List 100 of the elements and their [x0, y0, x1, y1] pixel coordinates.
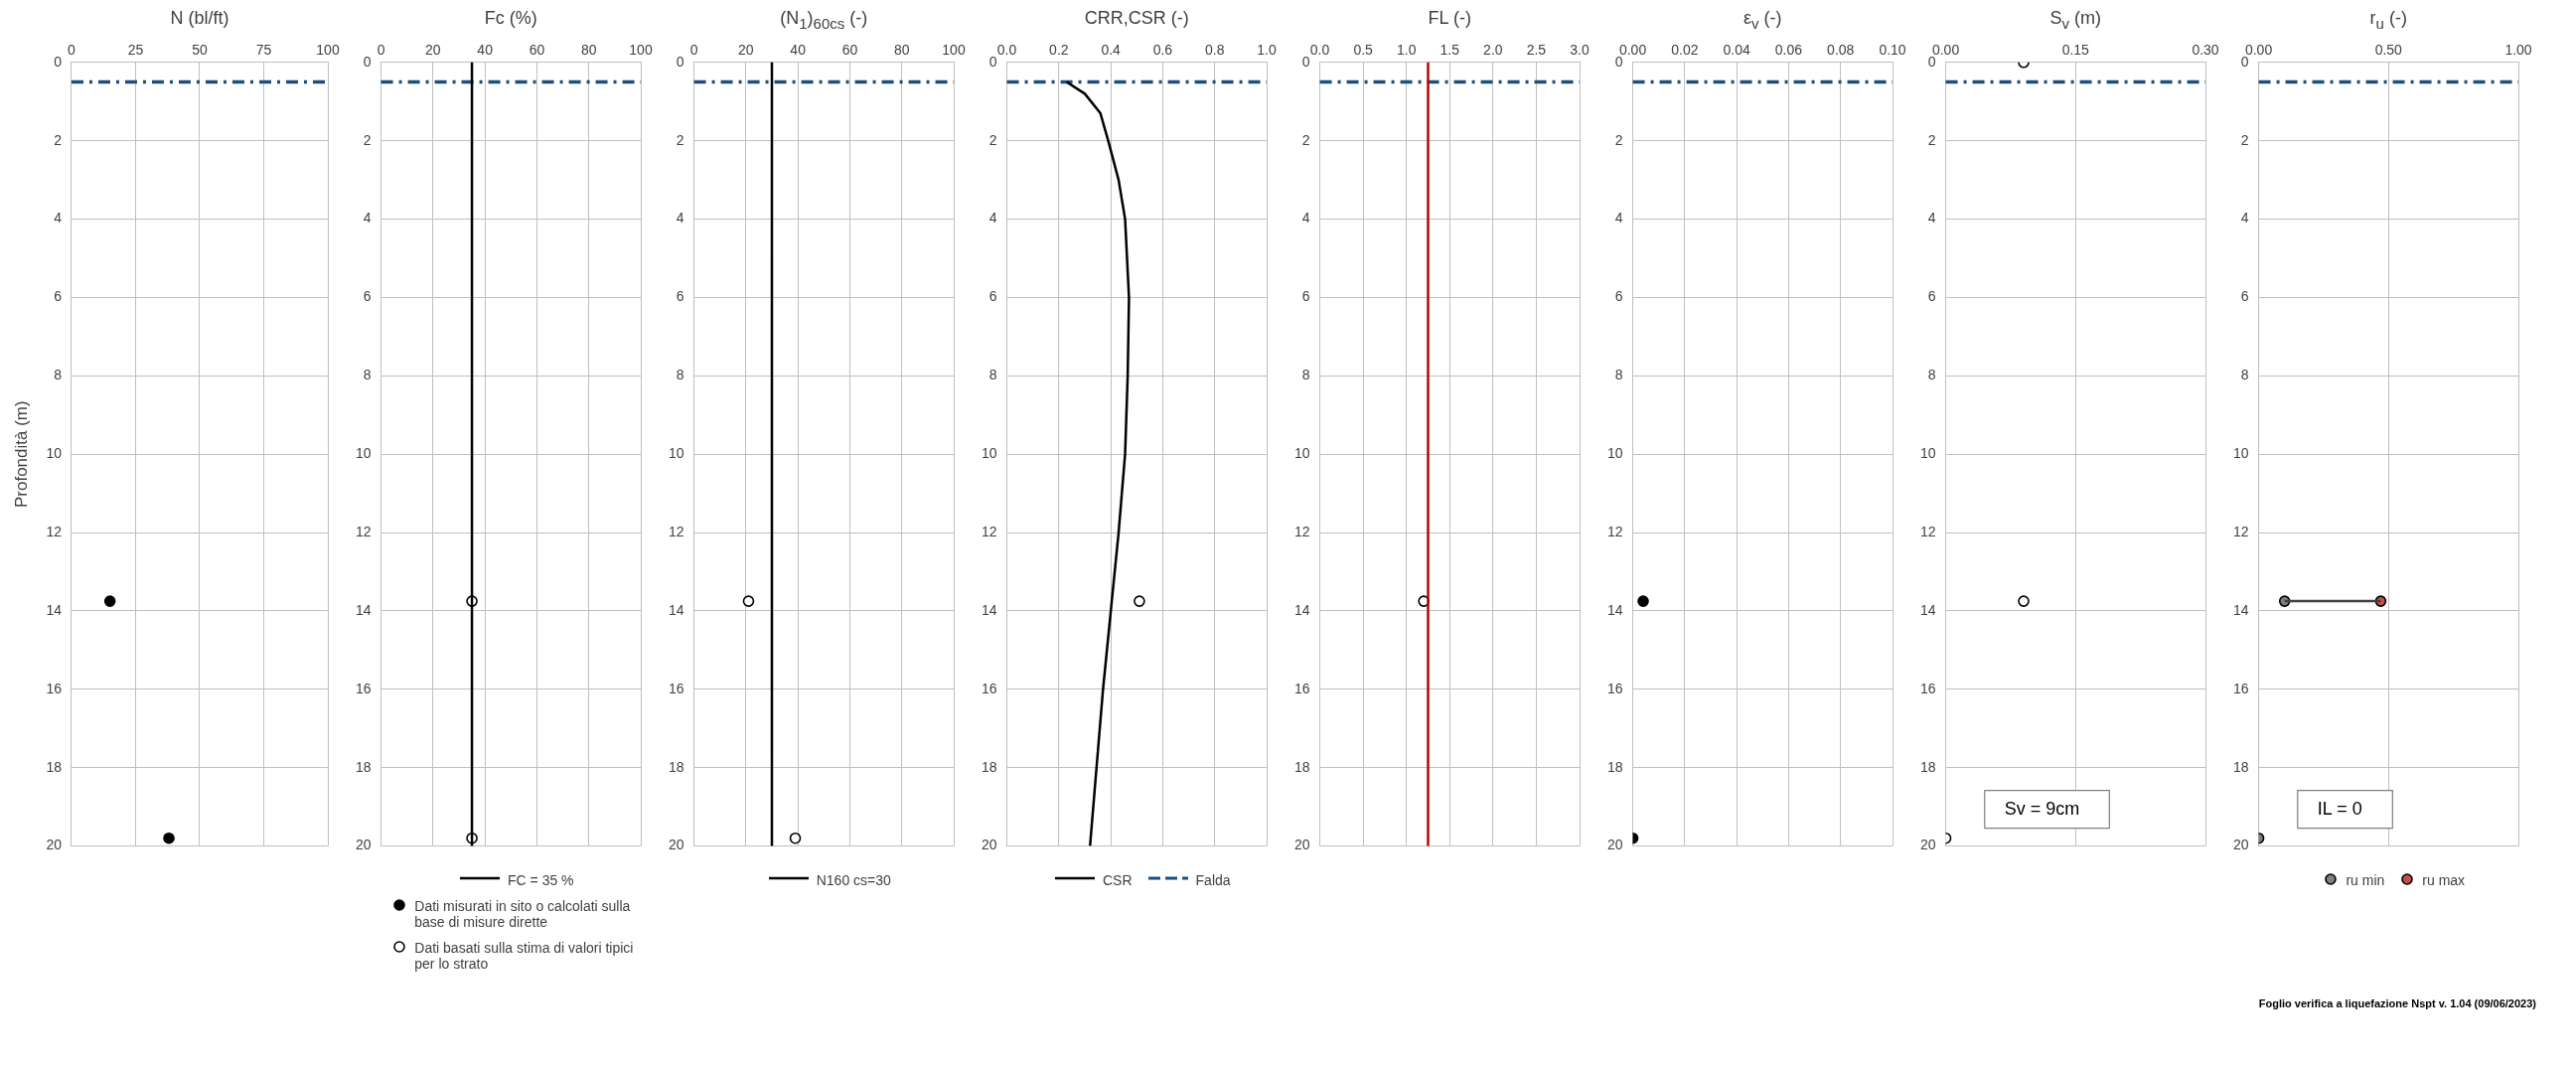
y-tick-label: 4: [1301, 210, 1310, 227]
y-tick-label: 18: [2232, 758, 2249, 775]
x-tick-label: 0: [68, 42, 76, 59]
x-tick-label: 0.02: [1671, 42, 1699, 59]
x-tick-label: 1.00: [2504, 42, 2532, 59]
text: Foglio verifica a liquefazione Nspt v. 1.04 (09/06/2023): [2257, 997, 2536, 1009]
y-tick-label: 6: [676, 288, 684, 305]
y-tick-label: 18: [1606, 758, 1623, 775]
x-tick-label: 40: [477, 42, 494, 59]
y-tick-label: 12: [981, 523, 997, 539]
y-tick-label: 20: [1919, 837, 1936, 853]
x-tick-label: 0.50: [2374, 42, 2403, 59]
x-axis-title: CRR,CSR (-): [1083, 8, 1190, 30]
x-tick-label: 80: [580, 42, 597, 59]
y-tick-label: 4: [54, 210, 63, 227]
y-tick-label: 4: [1614, 210, 1623, 227]
y-tick-label: 18: [981, 758, 997, 775]
y-tick-label: 10: [46, 445, 63, 462]
y-tick-label: 12: [1606, 523, 1623, 539]
y-tick-label: 12: [46, 523, 63, 539]
y-tick-label: 4: [1927, 210, 1936, 227]
x-tick-label: 60: [841, 42, 858, 59]
legend-label: Dati basati sulla stima di valori tipici per lo strato: [414, 940, 635, 972]
y-tick-label: 10: [1606, 445, 1623, 462]
legend-label: CSR: [1102, 872, 1133, 888]
x-tick-label: 40: [790, 42, 807, 59]
y-tick-label: 12: [1293, 523, 1310, 539]
y-tick-label: 16: [981, 680, 997, 696]
x-axis-title: N (bl/ft): [169, 8, 230, 30]
y-tick-label: 6: [2240, 288, 2249, 305]
y-tick-label: 14: [355, 601, 372, 618]
legend-label: Falda: [1195, 872, 1231, 888]
y-tick-label: 4: [363, 210, 372, 227]
y-tick-label: 6: [988, 288, 997, 305]
x-axis-title: FL (-): [1427, 8, 1472, 30]
y-tick-label: 2: [363, 131, 372, 148]
x-axis-title: r$_{u}$ (-): [2368, 8, 2408, 34]
legend-label: ru min: [2346, 872, 2385, 888]
annotation: IL = 0: [2317, 798, 2362, 819]
y-tick-label: 0: [1301, 53, 1310, 70]
y-tick-label: 2: [1614, 131, 1623, 148]
y-tick-label: 2: [1301, 131, 1310, 148]
y-tick-label: 20: [1293, 837, 1310, 853]
y-tick-label: 0: [363, 53, 372, 70]
x-tick-label: 100: [316, 42, 340, 59]
x-axis-title: ε$_{v}$ (-): [1743, 8, 1783, 34]
y-tick-label: 2: [676, 131, 684, 148]
x-tick-label: 1.5: [1440, 42, 1460, 59]
y-tick-label: 18: [46, 758, 63, 775]
legend-label: N160 cs=30: [816, 872, 891, 888]
y-tick-label: 20: [981, 837, 997, 853]
x-tick-label: 0.5: [1353, 42, 1374, 59]
x-tick-label: 0.6: [1152, 42, 1173, 59]
x-tick-label: 2.5: [1526, 42, 1547, 59]
x-tick-label: 0.06: [1774, 42, 1803, 59]
y-tick-label: 18: [1919, 758, 1936, 775]
y-tick-label: 8: [676, 367, 684, 383]
y-tick-label: 16: [1919, 680, 1936, 696]
y-tick-label: 4: [988, 210, 997, 227]
y-tick-label: 8: [363, 367, 372, 383]
y-tick-label: 6: [54, 288, 63, 305]
y-tick-label: 20: [46, 837, 63, 853]
x-axis-title: Fc (%): [483, 8, 538, 30]
x-tick-label: 0.0: [1309, 42, 1330, 59]
x-tick-label: 100: [629, 42, 653, 59]
y-tick-label: 16: [2232, 680, 2249, 696]
y-tick-label: 18: [355, 758, 372, 775]
y-tick-label: 0: [676, 53, 684, 70]
y-tick-label: 10: [1919, 445, 1936, 462]
x-tick-label: 20: [425, 42, 441, 59]
y-tick-label: 12: [355, 523, 372, 539]
y-tick-label: 10: [355, 445, 372, 462]
x-tick-label: 0.04: [1723, 42, 1750, 59]
y-tick-label: 20: [668, 837, 684, 853]
x-tick-label: 0.4: [1101, 42, 1122, 59]
x-tick-label: 3.0: [1570, 42, 1590, 59]
y-tick-label: 2: [988, 131, 997, 148]
y-tick-label: 14: [46, 601, 63, 618]
y-tick-label: 14: [1919, 601, 1936, 618]
y-tick-label: 8: [1614, 367, 1623, 383]
x-tick-label: 0: [377, 42, 385, 59]
x-tick-label: 100: [942, 42, 966, 59]
x-tick-label: 0: [689, 42, 698, 59]
legend-label: ru max: [2422, 872, 2466, 888]
y-tick-label: 10: [668, 445, 684, 462]
x-tick-label: 1.0: [1396, 42, 1417, 59]
y-tick-label: 10: [981, 445, 997, 462]
x-tick-label: 60: [529, 42, 545, 59]
y-tick-label: 14: [668, 601, 684, 618]
x-tick-label: 50: [192, 42, 208, 59]
x-tick-label: 80: [893, 42, 910, 59]
y-tick-label: 10: [1293, 445, 1310, 462]
y-tick-label: 12: [1919, 523, 1936, 539]
x-tick-label: 0.30: [2192, 42, 2219, 59]
y-tick-label: 8: [1927, 367, 1936, 383]
y-tick-label: 14: [981, 601, 997, 618]
y-tick-label: 12: [668, 523, 684, 539]
y-tick-label: 16: [46, 680, 63, 696]
y-tick-label: 18: [668, 758, 684, 775]
x-tick-label: 1.0: [1257, 42, 1277, 59]
